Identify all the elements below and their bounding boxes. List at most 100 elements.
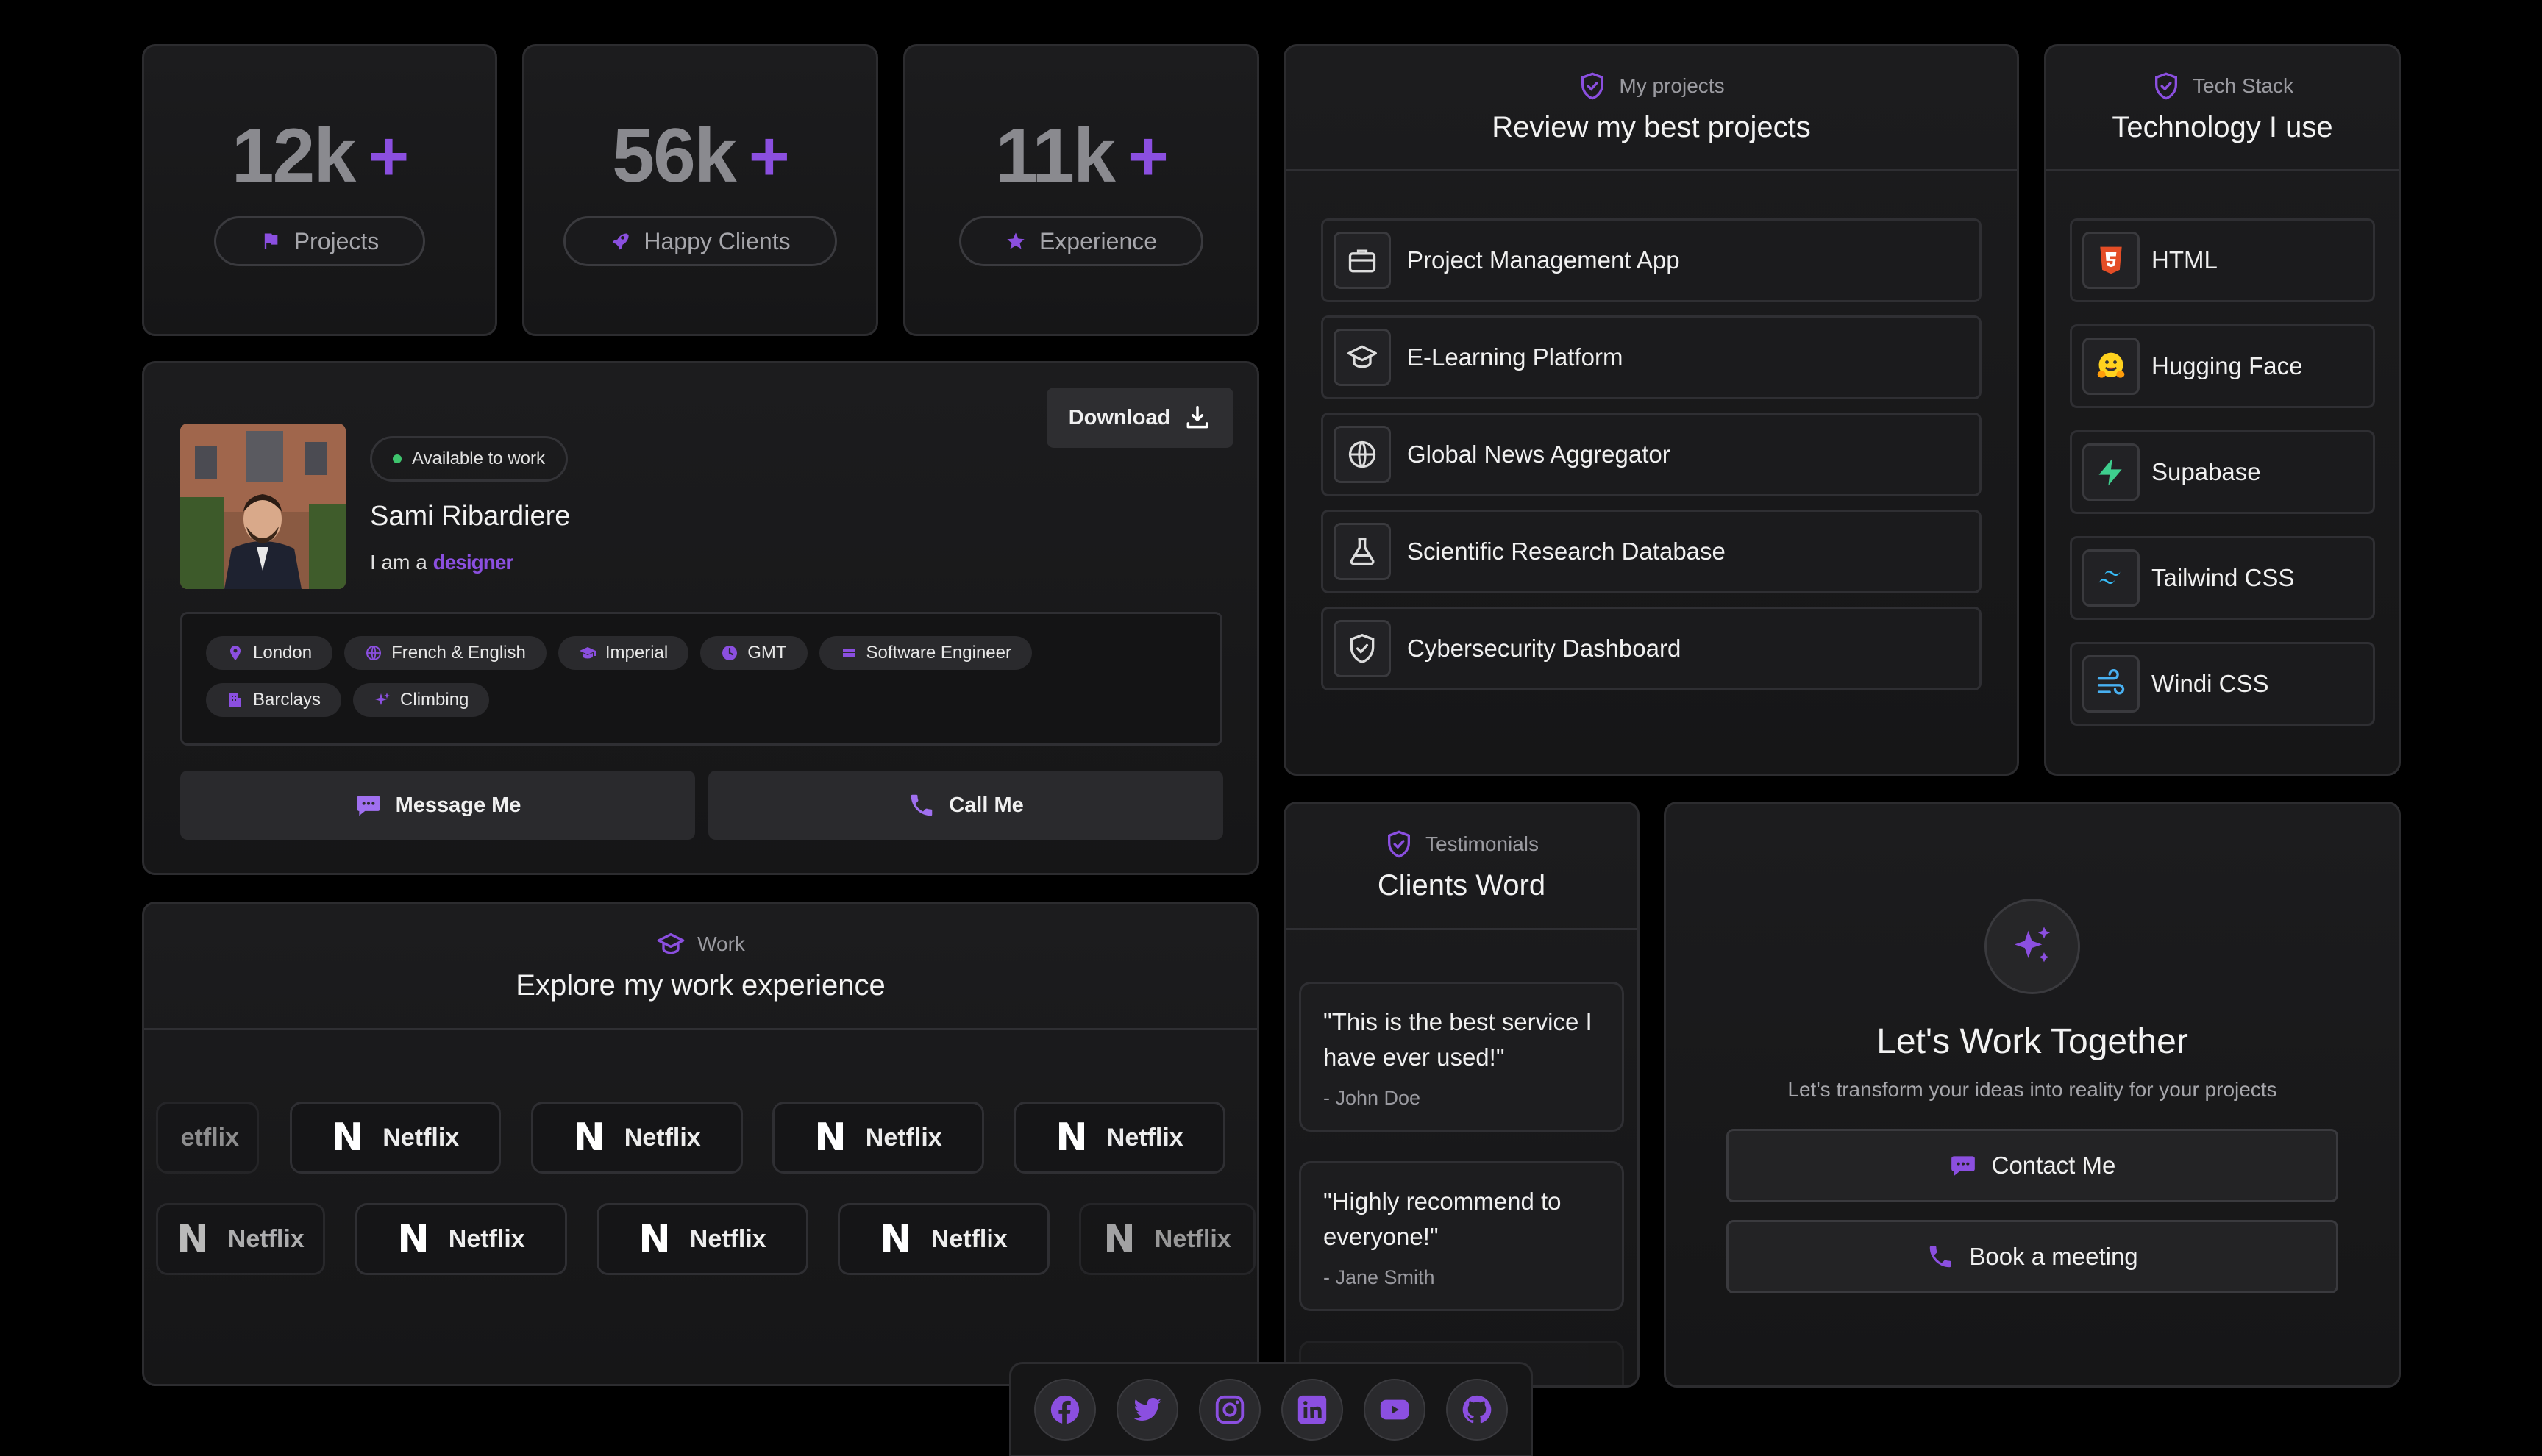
twitter-icon <box>1133 1397 1162 1421</box>
testimonial-author: - Jane Smith <box>1323 1266 1435 1288</box>
chat-bubble-icon <box>356 796 380 816</box>
tech-item-windi[interactable]: Windi CSS <box>2070 642 2375 726</box>
instagram-button[interactable] <box>1199 1379 1261 1441</box>
tech-name: Windi CSS <box>2151 670 2269 697</box>
project-item[interactable]: Cybersecurity Dashboard <box>1321 607 1982 690</box>
netflix-icon: N <box>1103 1217 1136 1261</box>
netflix-icon: N <box>814 1116 847 1160</box>
facebook-button[interactable] <box>1034 1379 1096 1441</box>
instagram-icon <box>1215 1395 1245 1424</box>
company-logo: N Netflix <box>772 1102 984 1174</box>
netflix-icon: N <box>397 1217 430 1261</box>
cta-title: Let's Work Together <box>1876 1022 2188 1061</box>
projects-header: My projects Review my best projects <box>1286 46 2017 171</box>
facebook-icon <box>1050 1395 1080 1424</box>
youtube-button[interactable] <box>1364 1379 1425 1441</box>
project-item[interactable]: Project Management App <box>1321 218 1982 302</box>
project-name: Cybersecurity Dashboard <box>1407 635 1681 662</box>
stat-number: 11k + <box>995 113 1169 199</box>
cta-subtitle: Let's transform your ideas into reality … <box>1787 1078 2277 1101</box>
rocket-icon <box>612 233 630 250</box>
company-logo: N Netflix <box>597 1203 808 1275</box>
chat-bubble-icon <box>1951 1156 1975 1177</box>
shield-check-icon <box>1350 633 1375 664</box>
testimonials-header: Testimonials Clients Word <box>1286 804 1637 930</box>
contact-me-button[interactable]: Contact Me <box>1726 1129 2338 1202</box>
company-logo: N Netflix <box>531 1102 743 1174</box>
tech-item-supabase[interactable]: Supabase <box>2070 430 2375 514</box>
testimonial-quote: "This is the best service I have ever us… <box>1323 1008 1592 1071</box>
profile-card: Download Available to work Sami Ribardie… <box>142 361 1259 875</box>
tech-header: Tech Stack Technology I use <box>2046 46 2399 171</box>
map-pin-icon <box>230 646 241 660</box>
tags-box: London French & English Imperial GMT Sof… <box>180 612 1222 746</box>
hugging-face-icon <box>2097 352 2125 378</box>
testimonial-item: "This is the best service I have ever us… <box>1299 982 1624 1132</box>
tech-item-html[interactable]: HTML <box>2070 218 2375 302</box>
message-me-button[interactable]: Message Me <box>180 771 695 840</box>
stat-label-pill: Happy Clients <box>563 216 837 266</box>
globe-icon <box>366 646 382 660</box>
call-me-label: Call Me <box>949 793 1024 817</box>
work-header: Work Explore my work experience <box>144 904 1257 1030</box>
tech-stack-card: Tech Stack Technology I use HTML Hugging… <box>2044 44 2401 776</box>
stat-label: Experience <box>1039 227 1158 254</box>
clock-icon <box>722 646 738 660</box>
role-word: designer <box>432 551 514 574</box>
avatar-photo <box>180 424 346 589</box>
flag-icon <box>264 233 278 249</box>
project-name: E-Learning Platform <box>1407 343 1623 371</box>
project-item[interactable]: E-Learning Platform <box>1321 315 1982 399</box>
tech-subtitle: Tech Stack <box>2193 74 2293 97</box>
tech-name: Tailwind CSS <box>2151 564 2295 591</box>
sparkles-badge <box>1984 899 2080 994</box>
download-button[interactable]: Download <box>1047 388 1233 448</box>
netflix-icon: N <box>573 1116 605 1160</box>
testimonials-card: Testimonials Clients Word "This is the b… <box>1284 802 1640 1388</box>
tag-company: Barclays <box>206 683 342 717</box>
linkedin-button[interactable] <box>1281 1379 1343 1441</box>
stat-card-experience: 11k + Experience <box>903 44 1259 336</box>
tailwind-icon <box>2098 571 2121 585</box>
company-logo-partial: etflix <box>156 1102 259 1174</box>
tag-school: Imperial <box>558 636 689 670</box>
sparkles-icon <box>375 693 391 705</box>
github-button[interactable] <box>1446 1379 1508 1441</box>
testimonials-title: Clients Word <box>1377 869 1546 902</box>
tech-item-tailwind[interactable]: Tailwind CSS <box>2070 536 2375 620</box>
download-icon <box>1186 406 1208 429</box>
book-meeting-button[interactable]: Book a meeting <box>1726 1220 2338 1293</box>
supabase-icon <box>2098 458 2122 486</box>
graduation-cap-icon <box>579 647 596 659</box>
netflix-icon: N <box>638 1217 671 1261</box>
github-icon <box>1462 1395 1492 1424</box>
stat-label: Projects <box>293 227 380 254</box>
tag-hobby: Climbing <box>353 683 490 717</box>
contact-me-label: Contact Me <box>1991 1152 2116 1179</box>
call-me-button[interactable]: Call Me <box>708 771 1223 840</box>
project-item[interactable]: Global News Aggregator <box>1321 413 1982 496</box>
company-logo: N Netflix <box>355 1203 567 1275</box>
role-prefix: I am a <box>370 551 427 574</box>
project-name: Project Management App <box>1407 246 1680 274</box>
stat-card-clients: 56k + Happy Clients <box>522 44 878 336</box>
testimonial-quote: "Highly recommend to everyone!" <box>1323 1188 1562 1250</box>
company-logo: N Netflix <box>290 1102 501 1174</box>
netflix-icon: N <box>177 1217 209 1261</box>
project-item[interactable]: Scientific Research Database <box>1321 510 1982 593</box>
work-title: Explore my work experience <box>516 969 886 1002</box>
work-subtitle: Work <box>697 932 745 955</box>
twitter-button[interactable] <box>1117 1379 1178 1441</box>
flask-icon <box>1350 538 1375 565</box>
tech-title: Technology I use <box>2112 111 2333 143</box>
stat-number: 12k + <box>231 113 410 199</box>
projects-subtitle: My projects <box>1619 74 1725 97</box>
project-name: Global News Aggregator <box>1407 440 1670 468</box>
tech-item-hugging-face[interactable]: Hugging Face <box>2070 324 2375 408</box>
shield-check-icon <box>2155 72 2178 100</box>
tag-timezone: GMT <box>700 636 808 670</box>
projects-title: Review my best projects <box>1492 111 1811 143</box>
shield-check-icon <box>1581 72 1604 100</box>
availability-badge: Available to work <box>370 436 568 482</box>
star-icon <box>1007 232 1025 249</box>
